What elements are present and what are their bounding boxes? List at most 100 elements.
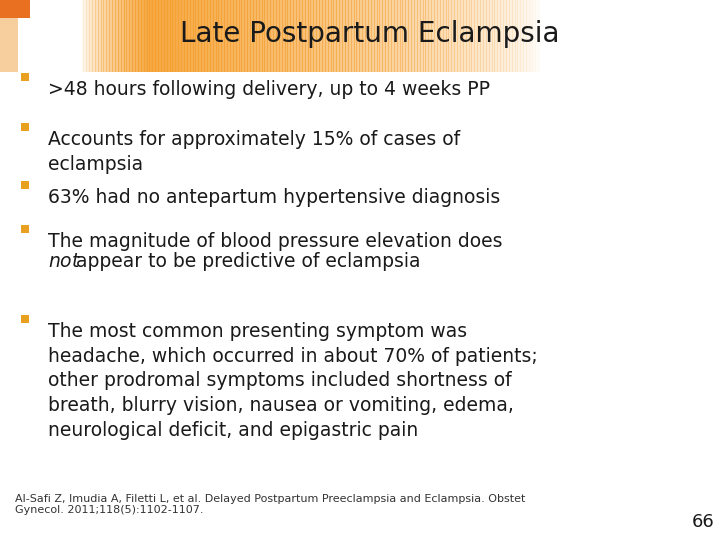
Bar — [189, 0, 191, 72]
Bar — [183, 0, 185, 72]
Bar — [118, 0, 120, 72]
Bar — [218, 0, 220, 72]
Bar — [252, 0, 253, 72]
Bar — [418, 0, 419, 72]
Bar — [157, 0, 158, 72]
Bar — [212, 0, 214, 72]
Bar — [509, 0, 511, 72]
Bar — [115, 0, 117, 72]
Bar — [479, 0, 481, 72]
Bar — [348, 0, 351, 72]
Bar — [117, 0, 119, 72]
Bar — [152, 0, 154, 72]
Bar — [201, 0, 203, 72]
Bar — [483, 0, 485, 72]
Bar — [379, 0, 381, 72]
Bar — [351, 0, 354, 72]
Bar — [143, 0, 145, 72]
Bar — [405, 0, 407, 72]
Bar — [390, 0, 392, 72]
Bar — [451, 0, 453, 72]
Bar — [474, 0, 476, 72]
Bar — [518, 0, 521, 72]
Bar — [370, 0, 372, 72]
Bar — [263, 0, 264, 72]
Bar — [228, 0, 229, 72]
Bar — [21, 225, 29, 233]
Bar — [109, 0, 111, 72]
Bar — [514, 0, 516, 72]
Bar — [477, 0, 480, 72]
Bar — [330, 0, 332, 72]
Bar — [425, 0, 427, 72]
Text: Gynecol. 2011;118(5):1102-1107.: Gynecol. 2011;118(5):1102-1107. — [15, 505, 204, 515]
Bar — [167, 0, 169, 72]
Bar — [304, 0, 306, 72]
Bar — [112, 0, 114, 72]
Bar — [174, 0, 176, 72]
Bar — [97, 0, 99, 72]
Bar — [325, 0, 328, 72]
Bar — [278, 0, 280, 72]
Bar — [441, 0, 442, 72]
Bar — [198, 0, 200, 72]
Bar — [420, 0, 423, 72]
Bar — [209, 0, 211, 72]
Bar — [240, 0, 241, 72]
Bar — [446, 0, 449, 72]
Bar — [374, 0, 377, 72]
Bar — [436, 0, 438, 72]
Bar — [224, 0, 226, 72]
Bar — [391, 0, 393, 72]
Bar — [460, 0, 462, 72]
Bar — [140, 0, 142, 72]
Bar — [150, 0, 153, 72]
Bar — [467, 0, 469, 72]
Bar — [445, 0, 447, 72]
Bar — [282, 0, 284, 72]
Bar — [122, 0, 123, 72]
Bar — [120, 0, 122, 72]
Bar — [222, 0, 225, 72]
Bar — [433, 0, 435, 72]
Bar — [180, 0, 181, 72]
Bar — [523, 0, 525, 72]
Bar — [384, 0, 386, 72]
Bar — [324, 0, 326, 72]
Bar — [528, 0, 530, 72]
Bar — [125, 0, 127, 72]
Bar — [346, 0, 347, 72]
Bar — [107, 0, 109, 72]
Bar — [92, 0, 94, 72]
Bar — [279, 0, 282, 72]
Bar — [88, 0, 90, 72]
Bar — [155, 0, 157, 72]
Bar — [169, 0, 171, 72]
Bar — [123, 0, 125, 72]
Bar — [251, 0, 252, 72]
Bar — [491, 0, 493, 72]
Bar — [408, 0, 410, 72]
Bar — [181, 0, 183, 72]
Bar — [206, 0, 208, 72]
Bar — [469, 0, 472, 72]
Bar — [485, 0, 487, 72]
Bar — [438, 0, 441, 72]
Bar — [305, 0, 307, 72]
Bar — [431, 0, 433, 72]
Bar — [498, 0, 500, 72]
Bar — [365, 0, 367, 72]
Bar — [241, 0, 243, 72]
Bar — [266, 0, 268, 72]
Bar — [397, 0, 400, 72]
Bar — [232, 0, 234, 72]
Bar — [244, 0, 246, 72]
Text: 66: 66 — [692, 513, 714, 531]
Bar — [472, 0, 474, 72]
Bar — [213, 0, 215, 72]
Bar — [287, 0, 289, 72]
Bar — [482, 0, 484, 72]
Bar — [338, 0, 340, 72]
Bar — [471, 0, 473, 72]
Bar — [534, 0, 536, 72]
